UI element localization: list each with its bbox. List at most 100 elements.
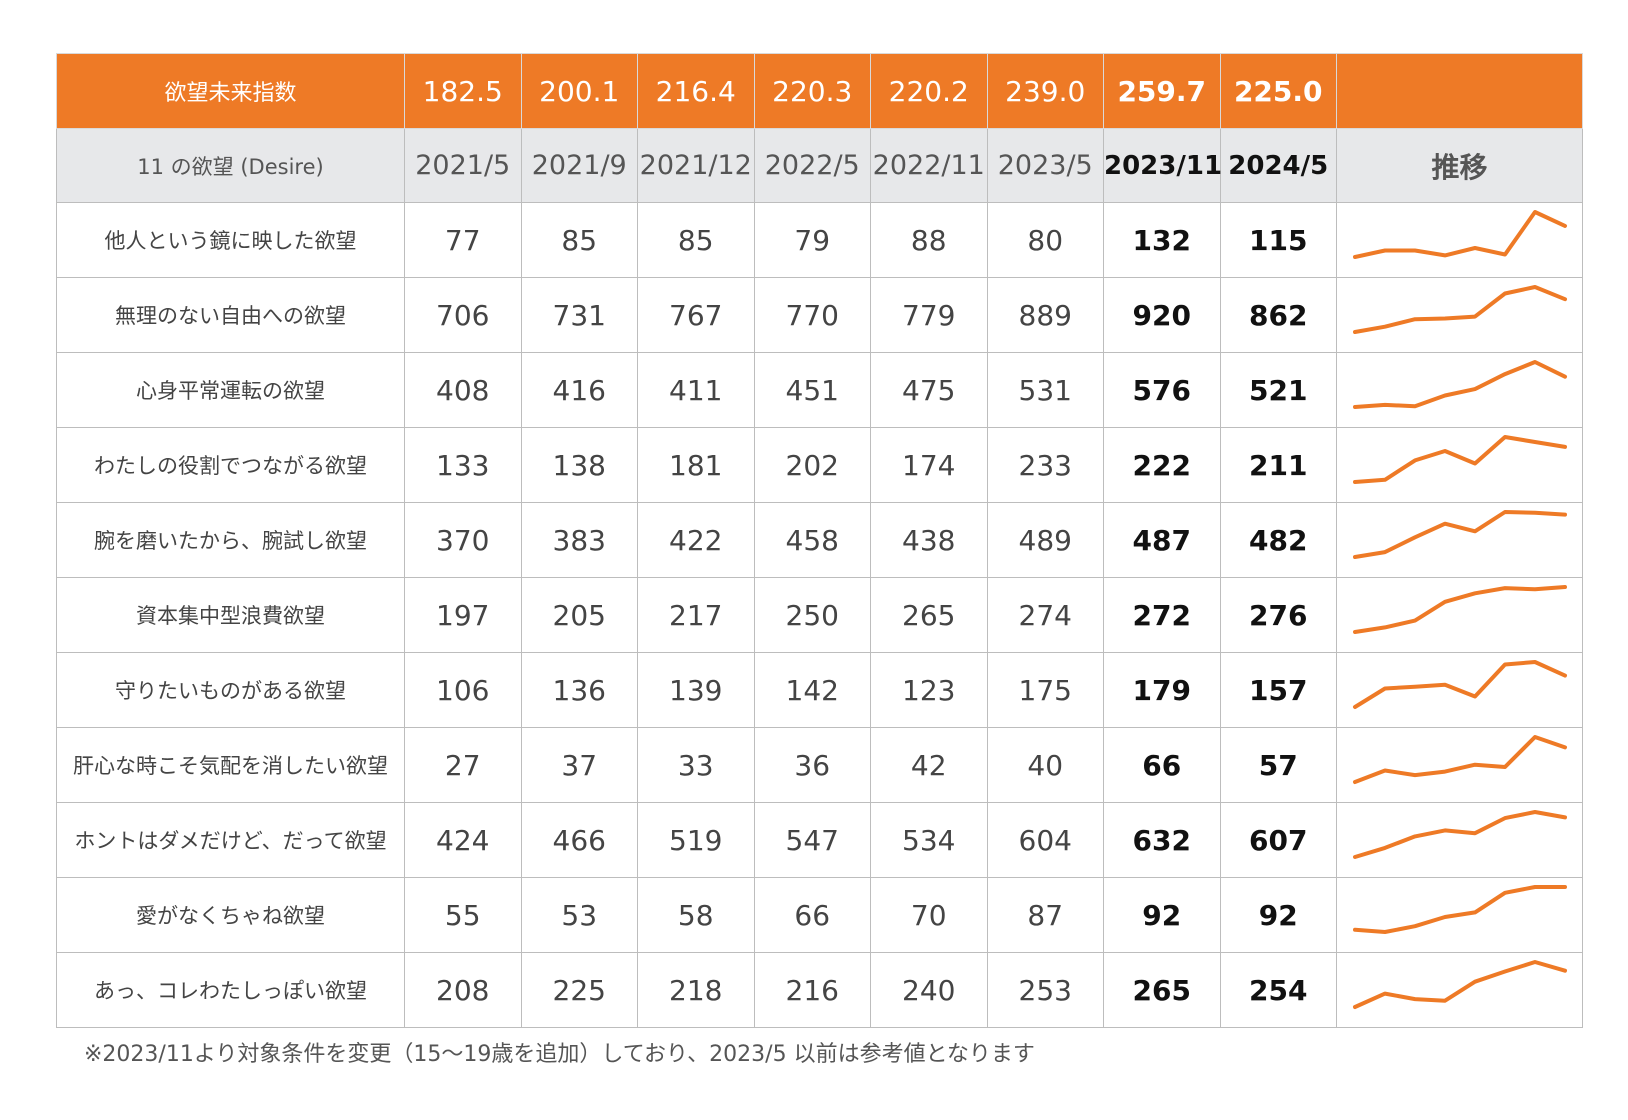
trend-cell xyxy=(1336,202,1583,278)
value-cell: 205 xyxy=(520,577,638,653)
table-row: 肝心な時こそ気配を消したい欲望 27 37 33 36 42 40 66 57 xyxy=(56,727,1583,803)
desire-label: あっ、コレわたしっぽい欲望 xyxy=(56,952,405,1028)
value-cell: 133 xyxy=(404,427,522,503)
index-blank-cell xyxy=(1336,53,1583,129)
value-cell: 80 xyxy=(986,202,1104,278)
value-cell: 142 xyxy=(753,652,871,728)
trend-cell xyxy=(1336,352,1583,428)
value-cell: 92 xyxy=(1103,877,1221,953)
value-cell: 79 xyxy=(753,202,871,278)
index-value: 220.3 xyxy=(753,53,871,129)
value-cell: 482 xyxy=(1219,502,1337,578)
trend-column-header: 推移 xyxy=(1336,128,1583,203)
value-cell: 604 xyxy=(986,802,1104,878)
sparkline-line xyxy=(1353,435,1567,484)
sparkline-chart xyxy=(1353,510,1567,559)
value-cell: 208 xyxy=(404,952,522,1028)
table-row: 他人という鏡に映した欲望 77 85 85 79 88 80 132 115 xyxy=(56,202,1583,278)
period-header: 2024/5 xyxy=(1219,128,1337,203)
desire-table-container: 欲望未来指数 182.5 200.1 216.4 220.3 220.2 239… xyxy=(56,53,1583,1028)
trend-cell xyxy=(1336,277,1583,353)
value-cell: 139 xyxy=(637,652,755,728)
value-cell: 157 xyxy=(1219,652,1337,728)
index-value: 216.4 xyxy=(637,53,755,129)
value-cell: 276 xyxy=(1219,577,1337,653)
desire-column-header: 11 の欲望 (Desire) xyxy=(56,128,405,203)
sparkline-chart xyxy=(1353,585,1567,634)
table-row: わたしの役割でつながる欲望 133 138 181 202 174 233 222 211 xyxy=(56,427,1583,503)
value-cell: 233 xyxy=(986,427,1104,503)
desire-label: 腕を磨いたから、腕試し欲望 xyxy=(56,502,405,578)
value-cell: 706 xyxy=(404,277,522,353)
value-cell: 767 xyxy=(637,277,755,353)
value-cell: 779 xyxy=(870,277,988,353)
value-cell: 438 xyxy=(870,502,988,578)
desire-label: 資本集中型浪費欲望 xyxy=(56,577,405,653)
value-cell: 731 xyxy=(520,277,638,353)
value-cell: 521 xyxy=(1219,352,1337,428)
index-value: 182.5 xyxy=(404,53,522,129)
value-cell: 115 xyxy=(1219,202,1337,278)
value-cell: 920 xyxy=(1103,277,1221,353)
value-cell: 862 xyxy=(1219,277,1337,353)
period-header: 2022/5 xyxy=(753,128,871,203)
value-cell: 211 xyxy=(1219,427,1337,503)
value-cell: 92 xyxy=(1219,877,1337,953)
value-cell: 607 xyxy=(1219,802,1337,878)
value-cell: 254 xyxy=(1219,952,1337,1028)
sparkline-line xyxy=(1353,960,1567,1009)
value-cell: 85 xyxy=(637,202,755,278)
value-cell: 770 xyxy=(753,277,871,353)
value-cell: 253 xyxy=(986,952,1104,1028)
index-row: 欲望未来指数 182.5 200.1 216.4 220.3 220.2 239… xyxy=(56,53,1583,129)
sparkline-chart xyxy=(1353,960,1567,1009)
desire-label: わたしの役割でつながる欲望 xyxy=(56,427,405,503)
value-cell: 411 xyxy=(637,352,755,428)
index-value: 225.0 xyxy=(1219,53,1337,129)
sparkline-chart xyxy=(1353,435,1567,484)
period-header: 2021/5 xyxy=(404,128,522,203)
desire-index-table: 欲望未来指数 182.5 200.1 216.4 220.3 220.2 239… xyxy=(56,53,1583,1028)
sparkline-chart xyxy=(1353,735,1567,784)
value-cell: 451 xyxy=(753,352,871,428)
trend-cell xyxy=(1336,802,1583,878)
value-cell: 197 xyxy=(404,577,522,653)
trend-cell xyxy=(1336,577,1583,653)
table-row: 資本集中型浪費欲望 197 205 217 250 265 274 272 276 xyxy=(56,577,1583,653)
index-value: 200.1 xyxy=(520,53,638,129)
value-cell: 547 xyxy=(753,802,871,878)
value-cell: 250 xyxy=(753,577,871,653)
value-cell: 416 xyxy=(520,352,638,428)
value-cell: 240 xyxy=(870,952,988,1028)
desire-label: 愛がなくちゃね欲望 xyxy=(56,877,405,953)
value-cell: 123 xyxy=(870,652,988,728)
desire-label: ホントはダメだけど、だって欲望 xyxy=(56,802,405,878)
value-cell: 58 xyxy=(637,877,755,953)
period-header: 2023/5 xyxy=(986,128,1104,203)
trend-cell xyxy=(1336,652,1583,728)
value-cell: 87 xyxy=(986,877,1104,953)
sparkline-line xyxy=(1353,210,1567,259)
value-cell: 576 xyxy=(1103,352,1221,428)
footnote: ※2023/11より対象条件を変更（15～19歳を追加）しており、2023/5 … xyxy=(84,1042,1035,1067)
desire-label: 無理のない自由への欲望 xyxy=(56,277,405,353)
desire-label: 心身平常運転の欲望 xyxy=(56,352,405,428)
value-cell: 36 xyxy=(753,727,871,803)
value-cell: 179 xyxy=(1103,652,1221,728)
table-row: 愛がなくちゃね欲望 55 53 58 66 70 87 92 92 xyxy=(56,877,1583,953)
value-cell: 424 xyxy=(404,802,522,878)
trend-cell xyxy=(1336,727,1583,803)
table-row: 無理のない自由への欲望 706 731 767 770 779 889 920 862 xyxy=(56,277,1583,353)
index-value: 259.7 xyxy=(1103,53,1221,129)
value-cell: 33 xyxy=(637,727,755,803)
value-cell: 216 xyxy=(753,952,871,1028)
value-cell: 422 xyxy=(637,502,755,578)
period-header-row: 11 の欲望 (Desire) 2021/5 2021/9 2021/12 20… xyxy=(56,128,1583,203)
value-cell: 88 xyxy=(870,202,988,278)
value-cell: 40 xyxy=(986,727,1104,803)
value-cell: 175 xyxy=(986,652,1104,728)
value-cell: 408 xyxy=(404,352,522,428)
value-cell: 632 xyxy=(1103,802,1221,878)
value-cell: 487 xyxy=(1103,502,1221,578)
value-cell: 42 xyxy=(870,727,988,803)
